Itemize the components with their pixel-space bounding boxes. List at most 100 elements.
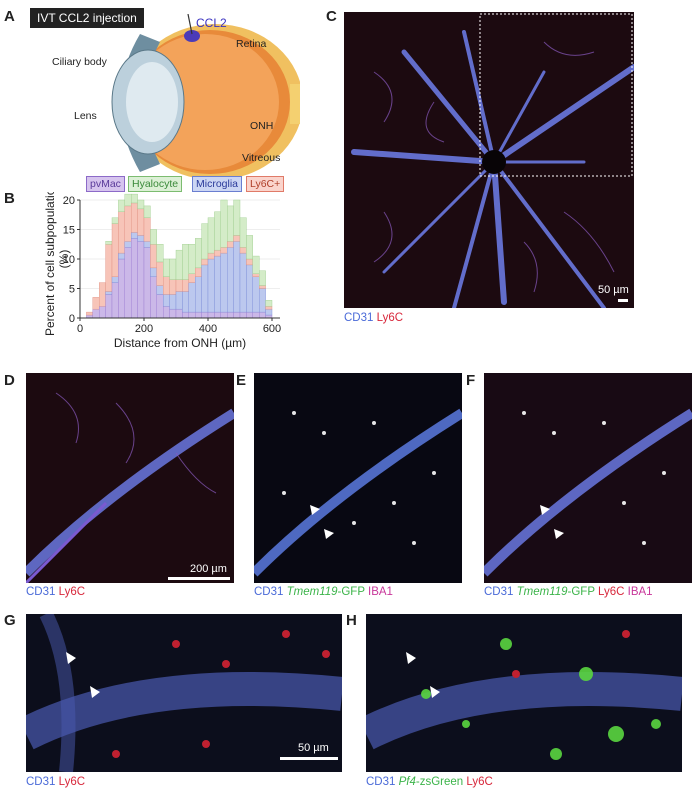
bar-microglia — [182, 291, 189, 313]
bar-microglia — [214, 255, 221, 313]
micrograph-h — [366, 614, 682, 772]
bar-microglia — [169, 294, 177, 310]
bar-ly6cplus — [188, 273, 196, 283]
bar-hyalocyte — [265, 300, 273, 307]
bar-ly6cplus — [143, 217, 151, 242]
bar-pvmac — [137, 241, 145, 319]
bar-microglia — [150, 267, 157, 277]
arrowhead-6 — [90, 686, 100, 698]
arrowhead-3 — [540, 505, 550, 515]
bar-pvmac — [156, 294, 164, 319]
bar-ly6cplus — [265, 305, 273, 310]
arrowhead-5 — [66, 652, 76, 664]
bar-microglia — [143, 241, 151, 248]
bar-microglia — [175, 291, 183, 310]
bar-pvmac — [175, 308, 183, 319]
bar-pvmac — [118, 258, 126, 319]
bar-ly6cplus — [150, 244, 157, 269]
bar-hyalocyte — [124, 193, 132, 207]
y-tick-label: 5 — [69, 284, 75, 296]
bar-ly6cplus — [105, 244, 113, 292]
bar-hyalocyte — [105, 241, 113, 245]
caption-e-gfp: -GFP — [337, 586, 365, 598]
y-tick-label: 15 — [63, 225, 75, 237]
bar-hyalocyte — [188, 244, 196, 274]
bar-pvmac — [162, 305, 170, 319]
panel-label-e: E — [236, 372, 247, 389]
y-axis-label-2: (%) — [57, 250, 71, 269]
arrowhead-2 — [324, 529, 334, 539]
bar-hyalocyte — [156, 244, 164, 263]
caption-h-gene: Pf4 — [398, 776, 416, 788]
bar-pvmac — [252, 311, 260, 319]
bar-ly6cplus — [246, 258, 253, 266]
x-tick-label: 600 — [263, 323, 281, 335]
bar-microglia — [207, 258, 215, 313]
legend-microglia: Microglia — [192, 176, 243, 192]
bar-hyalocyte — [214, 211, 221, 251]
x-tick-label: 200 — [135, 323, 153, 335]
x-tick-label: 400 — [199, 323, 217, 335]
caption-h-cd31: CD31 — [366, 776, 396, 788]
bar-ly6cplus — [239, 247, 247, 254]
caption-e-gene: Tmem119 — [286, 586, 338, 598]
label-onh: ONH — [250, 120, 274, 132]
scale-label-d: 200 µm — [190, 563, 227, 575]
bar-microglia — [246, 264, 253, 313]
caption-f-gene: Tmem119 — [516, 586, 568, 598]
bar-ly6cplus — [182, 279, 189, 292]
arrowhead-7 — [406, 652, 416, 664]
y-axis-label: Percent of cell subpopulation — [43, 192, 57, 336]
bar-pvmac — [220, 311, 228, 319]
panel-label-a: A — [4, 8, 15, 25]
caption-e-cd31: CD31 — [254, 586, 284, 598]
bar-pvmac — [233, 311, 241, 319]
arrowhead-1 — [310, 505, 320, 515]
bar-ly6cplus — [169, 279, 177, 295]
arrowhead-8 — [430, 686, 440, 698]
panel-label-f: F — [466, 372, 476, 389]
bar-ly6cplus — [124, 205, 132, 242]
bar-ly6cplus — [226, 241, 234, 248]
bar-hyalocyte — [150, 229, 157, 245]
bar-hyalocyte — [137, 199, 145, 210]
bar-hyalocyte — [169, 258, 177, 280]
bar-hyalocyte — [175, 249, 183, 280]
bar-microglia — [156, 285, 164, 295]
scale-bar-g — [280, 757, 338, 760]
caption-g-cd31: CD31 — [26, 776, 56, 788]
caption-f-ly6c: Ly6C — [598, 586, 625, 598]
bar-ly6cplus — [201, 258, 209, 266]
bar-pvmac — [194, 311, 202, 319]
panel-label-g: G — [4, 612, 16, 629]
bar-pvmac — [150, 276, 157, 319]
label-vitreous: Vitreous — [242, 152, 281, 164]
bar-hyalocyte — [246, 235, 253, 260]
caption-c-ly6c: Ly6C — [376, 312, 404, 324]
caption-g: CD31 Ly6C — [26, 776, 85, 788]
legend-pvmac: pvMac — [86, 176, 125, 192]
caption-h-zs: -zsGreen — [415, 776, 464, 788]
caption-f-gfp: -GFP — [567, 586, 595, 598]
bar-hyalocyte — [194, 238, 202, 269]
bar-ly6cplus — [86, 311, 94, 316]
y-tick-label: 0 — [69, 313, 75, 325]
caption-d: CD31 Ly6C — [26, 586, 85, 598]
bar-pvmac — [143, 247, 151, 319]
bar-pvmac — [98, 305, 106, 319]
bar-microglia — [233, 241, 241, 313]
bar-ly6cplus — [118, 211, 126, 254]
bar-hyalocyte — [143, 205, 151, 218]
micrograph-c: 50 µm — [344, 12, 634, 308]
bar-ly6cplus — [214, 249, 221, 257]
y-tick-label: 20 — [63, 195, 75, 207]
bar-microglia — [162, 294, 170, 307]
bar-pvmac — [169, 308, 177, 319]
panel-label-h: H — [346, 612, 357, 629]
bar-microglia — [265, 308, 273, 316]
caption-h: CD31 Pf4-zsGreen Ly6C — [366, 776, 493, 788]
bar-microglia — [137, 235, 145, 242]
caption-f: CD31 Tmem119-GFP Ly6C IBA1 — [484, 586, 653, 598]
bar-ly6cplus — [92, 297, 100, 310]
bar-microglia — [130, 232, 138, 239]
